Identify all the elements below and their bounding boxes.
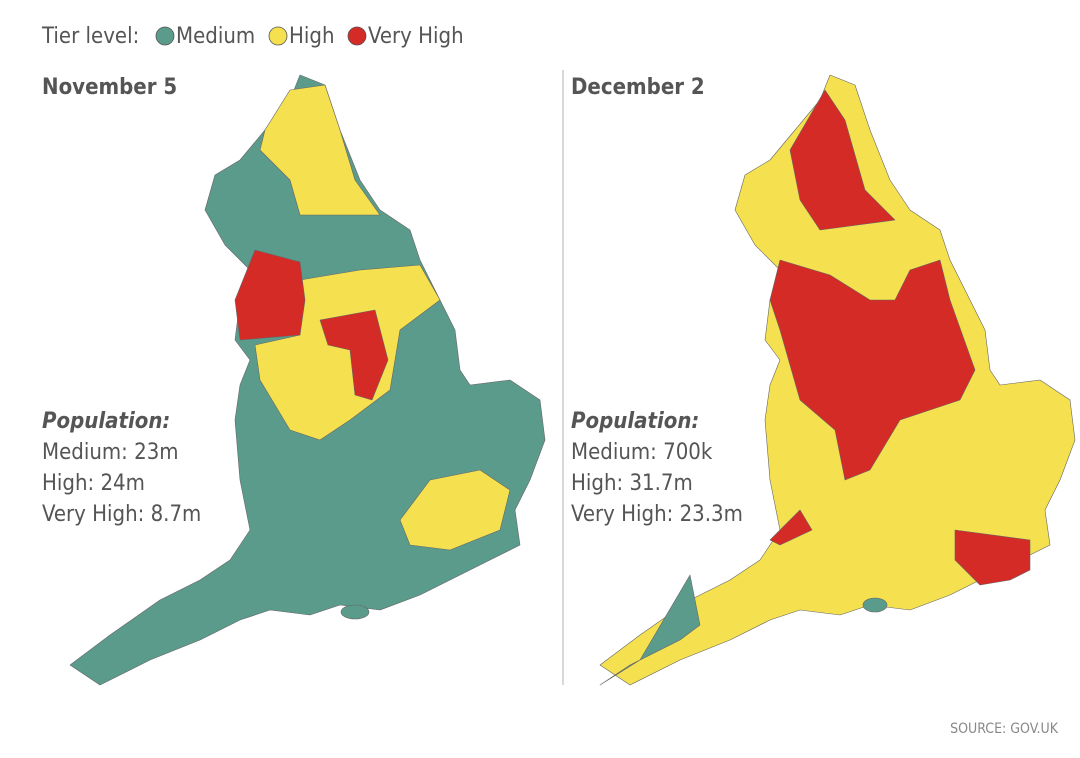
population-line: High: 31.7m: [571, 471, 693, 496]
legend: Tier level: Medium High Very High: [41, 24, 464, 49]
source: SOURCE: GOV.UK: [950, 721, 1059, 737]
region: [599, 574, 701, 686]
region: [789, 89, 896, 231]
region: [769, 509, 813, 546]
legend-swatch: [155, 26, 175, 46]
panel-title: December 2: [571, 75, 705, 100]
panel-title: November 5: [42, 75, 177, 100]
map-november: [69, 74, 546, 686]
map-december: [599, 74, 1076, 686]
population-line: Very High: 23.3m: [571, 502, 743, 527]
legend-label: High: [289, 24, 335, 49]
population-line: High: 24m: [42, 471, 145, 496]
region: [954, 529, 1031, 586]
region: [234, 249, 306, 341]
legend-swatch: [268, 26, 288, 46]
region: [862, 597, 888, 613]
legend-label: Medium: [176, 24, 255, 49]
region: [769, 259, 976, 481]
legend-title: Tier level:: [41, 24, 139, 49]
population-heading: Population:: [571, 409, 699, 434]
legend-swatch: [347, 26, 367, 46]
population-line: Very High: 8.7m: [42, 502, 201, 527]
region: [399, 469, 511, 551]
region: [340, 604, 370, 620]
legend-label: Very High: [368, 24, 464, 49]
region: [259, 84, 381, 216]
population-line: Medium: 700k: [571, 440, 713, 465]
population-heading: Population:: [42, 409, 170, 434]
region: [319, 309, 389, 401]
population-line: Medium: 23m: [42, 440, 179, 465]
